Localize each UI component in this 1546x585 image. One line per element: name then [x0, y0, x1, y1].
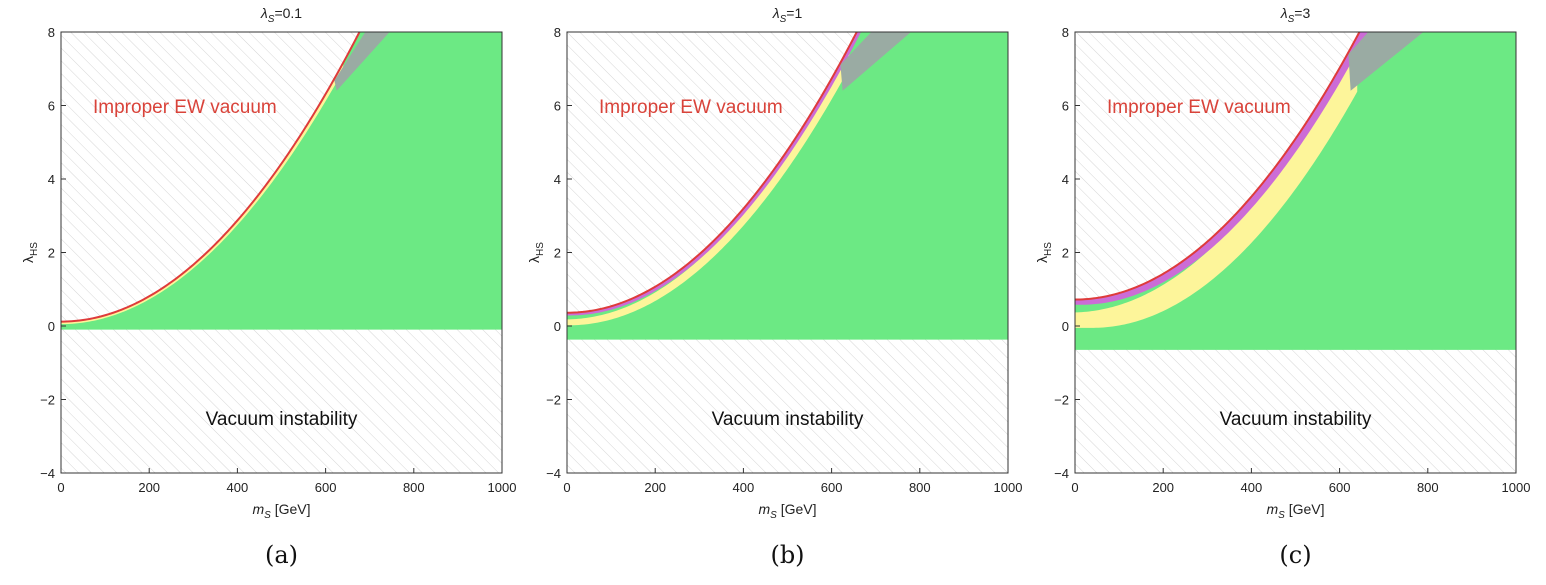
vacuum-instability-label: Vacuum instability [1220, 409, 1372, 430]
y-tick-label: 4 [1062, 172, 1069, 187]
panel-caption: (a) [265, 541, 298, 569]
x-axis-label: mS [GeV] [1266, 501, 1324, 521]
y-axis-label: λHS [526, 242, 546, 263]
y-tick-label: 2 [1062, 246, 1069, 261]
y-tick-label: 4 [48, 172, 55, 187]
x-tick-label: 0 [1071, 480, 1078, 495]
plot-area [61, 32, 502, 473]
y-tick-label: 0 [48, 319, 55, 334]
plot-area [567, 32, 1008, 473]
x-tick-label: 1000 [994, 480, 1023, 495]
y-axis-label: λHS [1034, 242, 1054, 263]
panel-caption: (c) [1279, 541, 1311, 569]
x-tick-label: 800 [403, 480, 425, 495]
panel-c: 0 200 400 600 800 1000 −4 −2 0 2 4 6 8 λS=3 mS [GeV] λH… [1034, 5, 1531, 569]
panel-title: λS=1 [772, 5, 803, 25]
x-axis-label: mS [GeV] [252, 501, 310, 521]
x-axis-label: mS [GeV] [758, 501, 816, 521]
x-tick-label: 400 [733, 480, 755, 495]
gray-region [840, 32, 911, 91]
x-tick-label: 0 [57, 480, 64, 495]
y-tick-label: −2 [546, 393, 561, 408]
x-tick-label: 400 [227, 480, 249, 495]
y-tick-label: 6 [48, 99, 55, 114]
yellow-band [1075, 43, 1358, 328]
panel-title: λS=3 [1280, 5, 1311, 25]
vacuum-instability-label: Vacuum instability [712, 409, 864, 430]
improper-vacuum-label: Improper EW vacuum [93, 97, 277, 118]
x-tick-label: 200 [644, 480, 666, 495]
y-tick-label: 4 [554, 172, 561, 187]
boundary-curve [61, 32, 361, 323]
y-tick-label: 2 [48, 246, 55, 261]
x-tick-label: 600 [821, 480, 843, 495]
y-tick-label: 8 [48, 25, 55, 40]
x-tick-label: 200 [1152, 480, 1174, 495]
y-tick-label: 6 [554, 99, 561, 114]
plot-area [1075, 32, 1516, 473]
y-tick-label: 6 [1062, 99, 1069, 114]
panel-b: 0 200 400 600 800 1000 −4 −2 0 2 4 6 8 λS=1 mS [GeV] λH… [526, 5, 1023, 569]
x-tick-label: 600 [315, 480, 337, 495]
y-tick-label: 8 [1062, 25, 1069, 40]
y-tick-label: 2 [554, 246, 561, 261]
gray-region [334, 32, 390, 91]
improper-vacuum-label: Improper EW vacuum [599, 97, 783, 118]
gray-region [1348, 32, 1424, 91]
y-tick-label: −4 [546, 466, 561, 481]
x-tick-label: 600 [1329, 480, 1351, 495]
x-tick-label: 800 [909, 480, 931, 495]
allowed-region [567, 32, 1008, 340]
x-tick-label: 1000 [1502, 480, 1531, 495]
y-axis-label: λHS [20, 242, 40, 263]
x-tick-label: 800 [1417, 480, 1439, 495]
y-tick-label: −4 [1054, 466, 1069, 481]
panel-caption: (b) [770, 541, 804, 569]
y-tick-label: 8 [554, 25, 561, 40]
panel-title: λS=0.1 [260, 5, 302, 25]
x-tick-label: 400 [1241, 480, 1263, 495]
y-tick-label: −2 [1054, 393, 1069, 408]
boundary-curve [1075, 32, 1361, 301]
y-tick-label: −4 [40, 466, 55, 481]
y-tick-label: 0 [554, 319, 561, 334]
y-tick-label: −2 [40, 393, 55, 408]
y-tick-label: 0 [1062, 319, 1069, 334]
panel-a: 0 200 400 600 800 1000 −4 −2 0 2 4 6 8 λS=0.1 mS [GeV]… [20, 5, 517, 569]
improper-vacuum-label: Improper EW vacuum [1107, 97, 1291, 118]
x-tick-label: 0 [563, 480, 570, 495]
allowed-region [61, 32, 502, 330]
x-tick-label: 200 [138, 480, 160, 495]
boundary-curve [567, 32, 858, 314]
vacuum-instability-label: Vacuum instability [206, 409, 358, 430]
x-tick-label: 1000 [488, 480, 517, 495]
